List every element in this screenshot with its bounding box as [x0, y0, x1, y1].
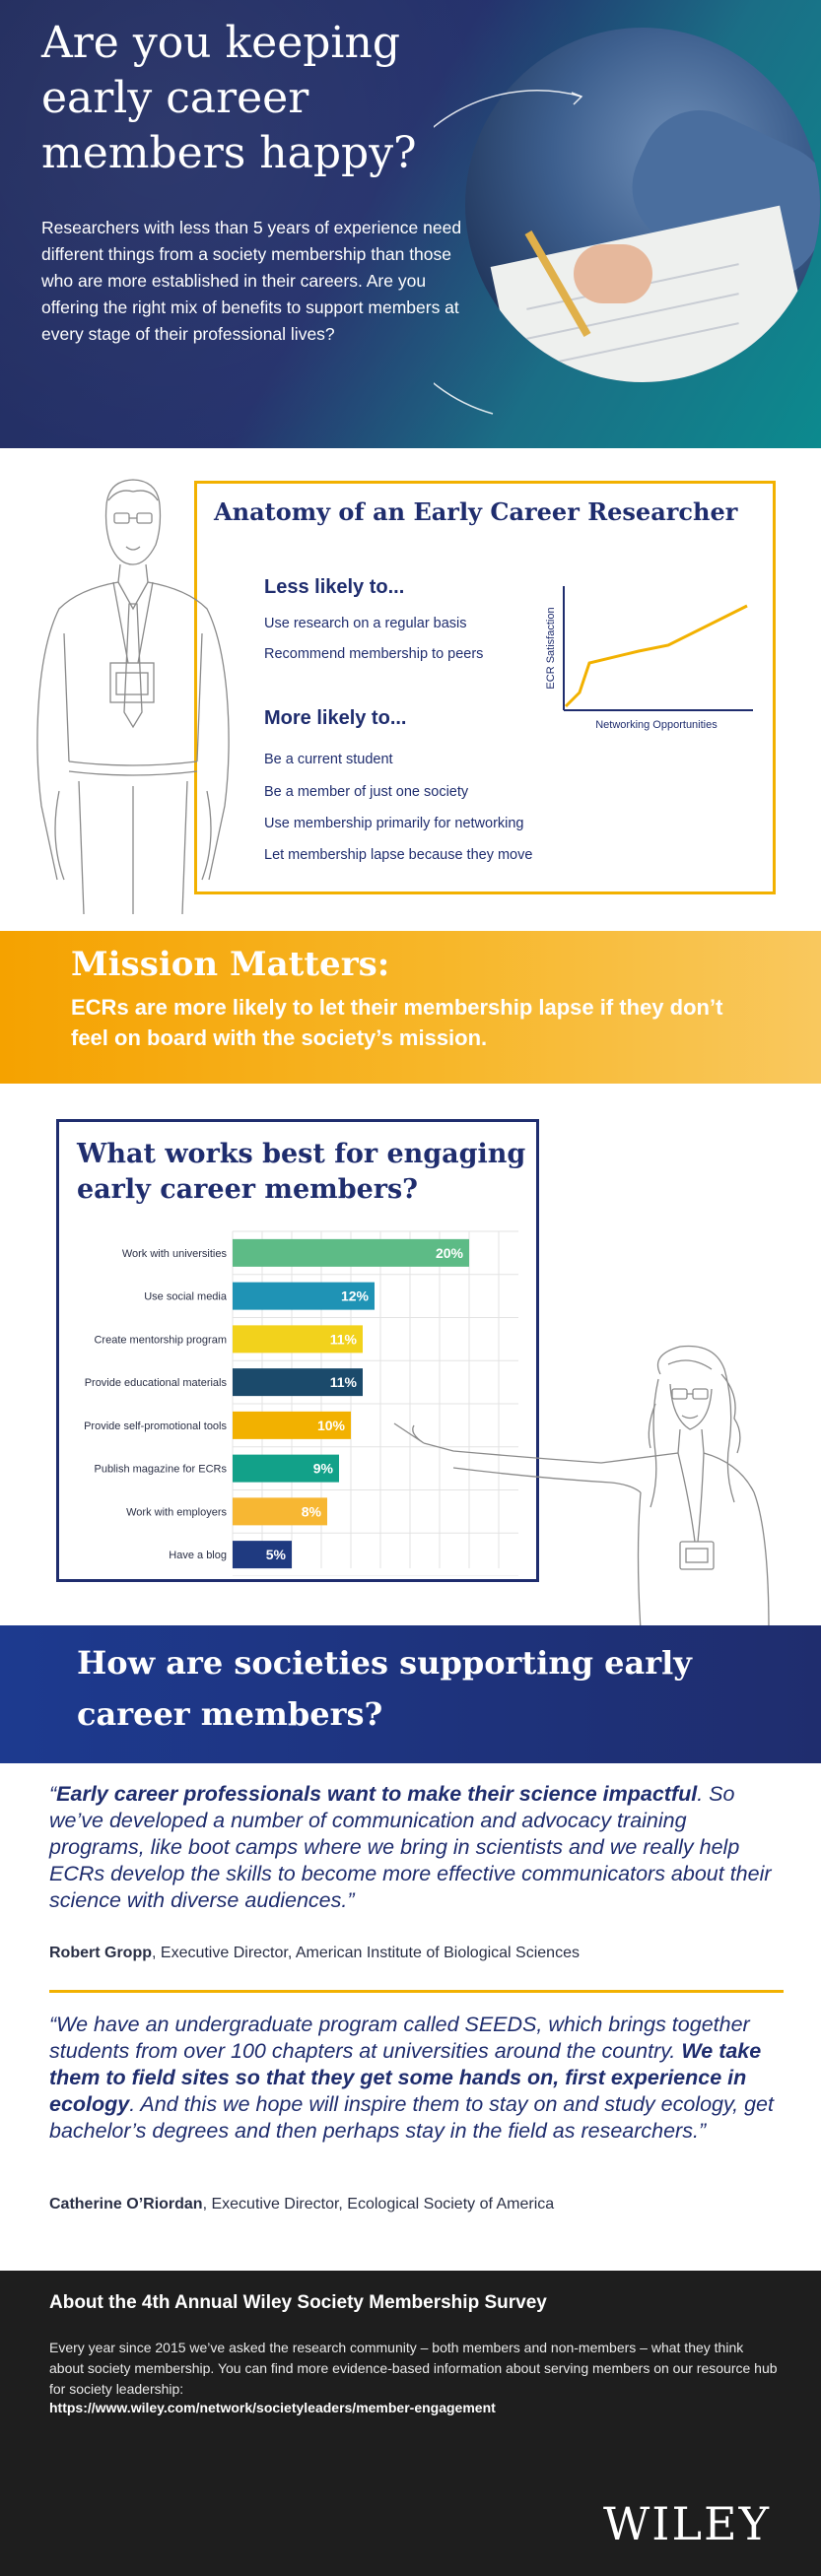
- more-likely-item: Be a current student: [264, 752, 393, 767]
- about-footer: About the 4th Annual Wiley Society Membe…: [0, 2271, 821, 2576]
- more-likely-item: Let membership lapse because they move: [264, 847, 533, 863]
- societies-title: How are societies supporting early caree…: [77, 1644, 692, 1733]
- hero-arc-arrow-icon: [434, 90, 583, 415]
- quotes-section: “Early career professionals want to make…: [0, 1763, 821, 2271]
- chart-category-label: Use social media: [144, 1291, 228, 1303]
- graph-ylabel: ECR Satisfaction: [545, 607, 557, 689]
- chart-category-label: Provide self-promotional tools: [84, 1420, 227, 1432]
- chart-category-label: Work with universities: [122, 1248, 228, 1260]
- ecr-satisfaction-graph: ECR Satisfaction Networking Opportunitie…: [545, 586, 753, 731]
- chart-bar: [233, 1541, 292, 1569]
- attribution-oriordan: Catherine O’Riordan, Executive Director,…: [49, 2196, 554, 2213]
- quote-open-mark: “: [49, 1782, 57, 1806]
- chart-value-label: 10%: [317, 1418, 346, 1433]
- chart-value-label: 11%: [330, 1331, 358, 1347]
- chart-bar: [233, 1411, 351, 1439]
- engagement-bar-chart: Work with universities 20% Use social medi…: [84, 1230, 518, 1576]
- anatomy-frame: [194, 481, 776, 894]
- chart-bar: [233, 1238, 469, 1267]
- attribution-role: , Executive Director, American Institute…: [152, 1945, 580, 1961]
- anatomy-title: Anatomy of an Early Career Researcher: [214, 497, 738, 526]
- hero-banner: Are you keeping early career members hap…: [0, 0, 821, 448]
- about-title: About the 4th Annual Wiley Society Membe…: [49, 2292, 547, 2313]
- chart-category-label: Work with employers: [126, 1506, 227, 1518]
- mission-banner: Mission Matters: ECRs are more likely to…: [0, 931, 821, 1084]
- less-likely-item: Use research on a regular basis: [264, 616, 467, 631]
- less-likely-heading: Less likely to...: [264, 576, 405, 598]
- chart-value-label: 12%: [341, 1288, 370, 1304]
- chart-value-label: 11%: [330, 1374, 358, 1390]
- quote-oriordan-highlight: We take them to field sites so that they…: [49, 2039, 762, 2116]
- attribution-role: , Executive Director, Ecological Society…: [202, 2196, 555, 2213]
- more-likely-item: Be a member of just one society: [264, 784, 469, 800]
- more-likely-heading: More likely to...: [264, 707, 407, 729]
- chart-value-label: 20%: [436, 1245, 464, 1261]
- engagement-title: What works best for engaging early caree…: [77, 1139, 526, 1205]
- hero-title: Are you keeping early career members hap…: [41, 18, 417, 178]
- quote-divider: [49, 1990, 784, 1993]
- attribution-name: Catherine O’Riordan: [49, 2196, 203, 2213]
- quote-gropp-rest: . So we’ve developed a number of communi…: [49, 1782, 772, 1912]
- graph-xlabel: Networking Opportunities: [595, 719, 718, 731]
- attribution-name: Robert Gropp: [49, 1945, 152, 1961]
- graph-line: [564, 604, 748, 708]
- chart-bar: [233, 1282, 375, 1310]
- more-likely-item: Use membership primarily for networking: [264, 816, 524, 831]
- researcher-man-illustration: [36, 479, 230, 915]
- chart-value-label: 8%: [302, 1503, 322, 1519]
- quote-oriordan-pre: “We have an undergraduate program called…: [49, 2013, 750, 2063]
- quote-gropp-highlight: Early career professionals want to make …: [56, 1782, 698, 1806]
- mission-title: Mission Matters:: [71, 945, 390, 984]
- quote-oriordan: “We have an undergraduate program called…: [49, 2012, 779, 2145]
- chart-category-label: Provide educational materials: [85, 1377, 228, 1389]
- chart-bar: [233, 1454, 339, 1483]
- chart-bar: [233, 1497, 327, 1526]
- mission-body: ECRs are more likely to let their member…: [71, 995, 723, 1050]
- chart-bar: [233, 1325, 363, 1354]
- quote-gropp: “Early career professionals want to make…: [49, 1781, 779, 1914]
- quote-oriordan-rest: . And this we hope will inspire them to …: [49, 2092, 774, 2143]
- researcher-woman-pointing-illustration: [393, 1345, 770, 1630]
- chart-category-label: Have a blog: [169, 1550, 227, 1561]
- about-body: Every year since 2015 we’ve asked the re…: [49, 2340, 778, 2397]
- chart-category-label: Create mentorship program: [94, 1334, 227, 1346]
- less-likely-item: Recommend membership to peers: [264, 646, 484, 662]
- hero-photo-student-writing: [465, 28, 820, 382]
- wiley-logo: WILEY: [603, 2497, 771, 2550]
- hero-body: Researchers with less than 5 years of ex…: [41, 218, 462, 344]
- attribution-gropp: Robert Gropp, Executive Director, Americ…: [49, 1945, 580, 1962]
- photo-hand: [574, 244, 652, 303]
- chart-value-label: 5%: [266, 1547, 287, 1562]
- chart-value-label: 9%: [313, 1461, 334, 1477]
- chart-bar: [233, 1368, 363, 1397]
- engagement-section: What works best for engaging early caree…: [0, 1084, 821, 1630]
- anatomy-section: Anatomy of an Early Career Researcher Le…: [0, 448, 821, 931]
- resource-hub-link[interactable]: https://www.wiley.com/network/societylea…: [49, 2400, 496, 2415]
- societies-banner: How are societies supporting early caree…: [0, 1625, 821, 1763]
- chart-category-label: Publish magazine for ECRs: [94, 1464, 227, 1476]
